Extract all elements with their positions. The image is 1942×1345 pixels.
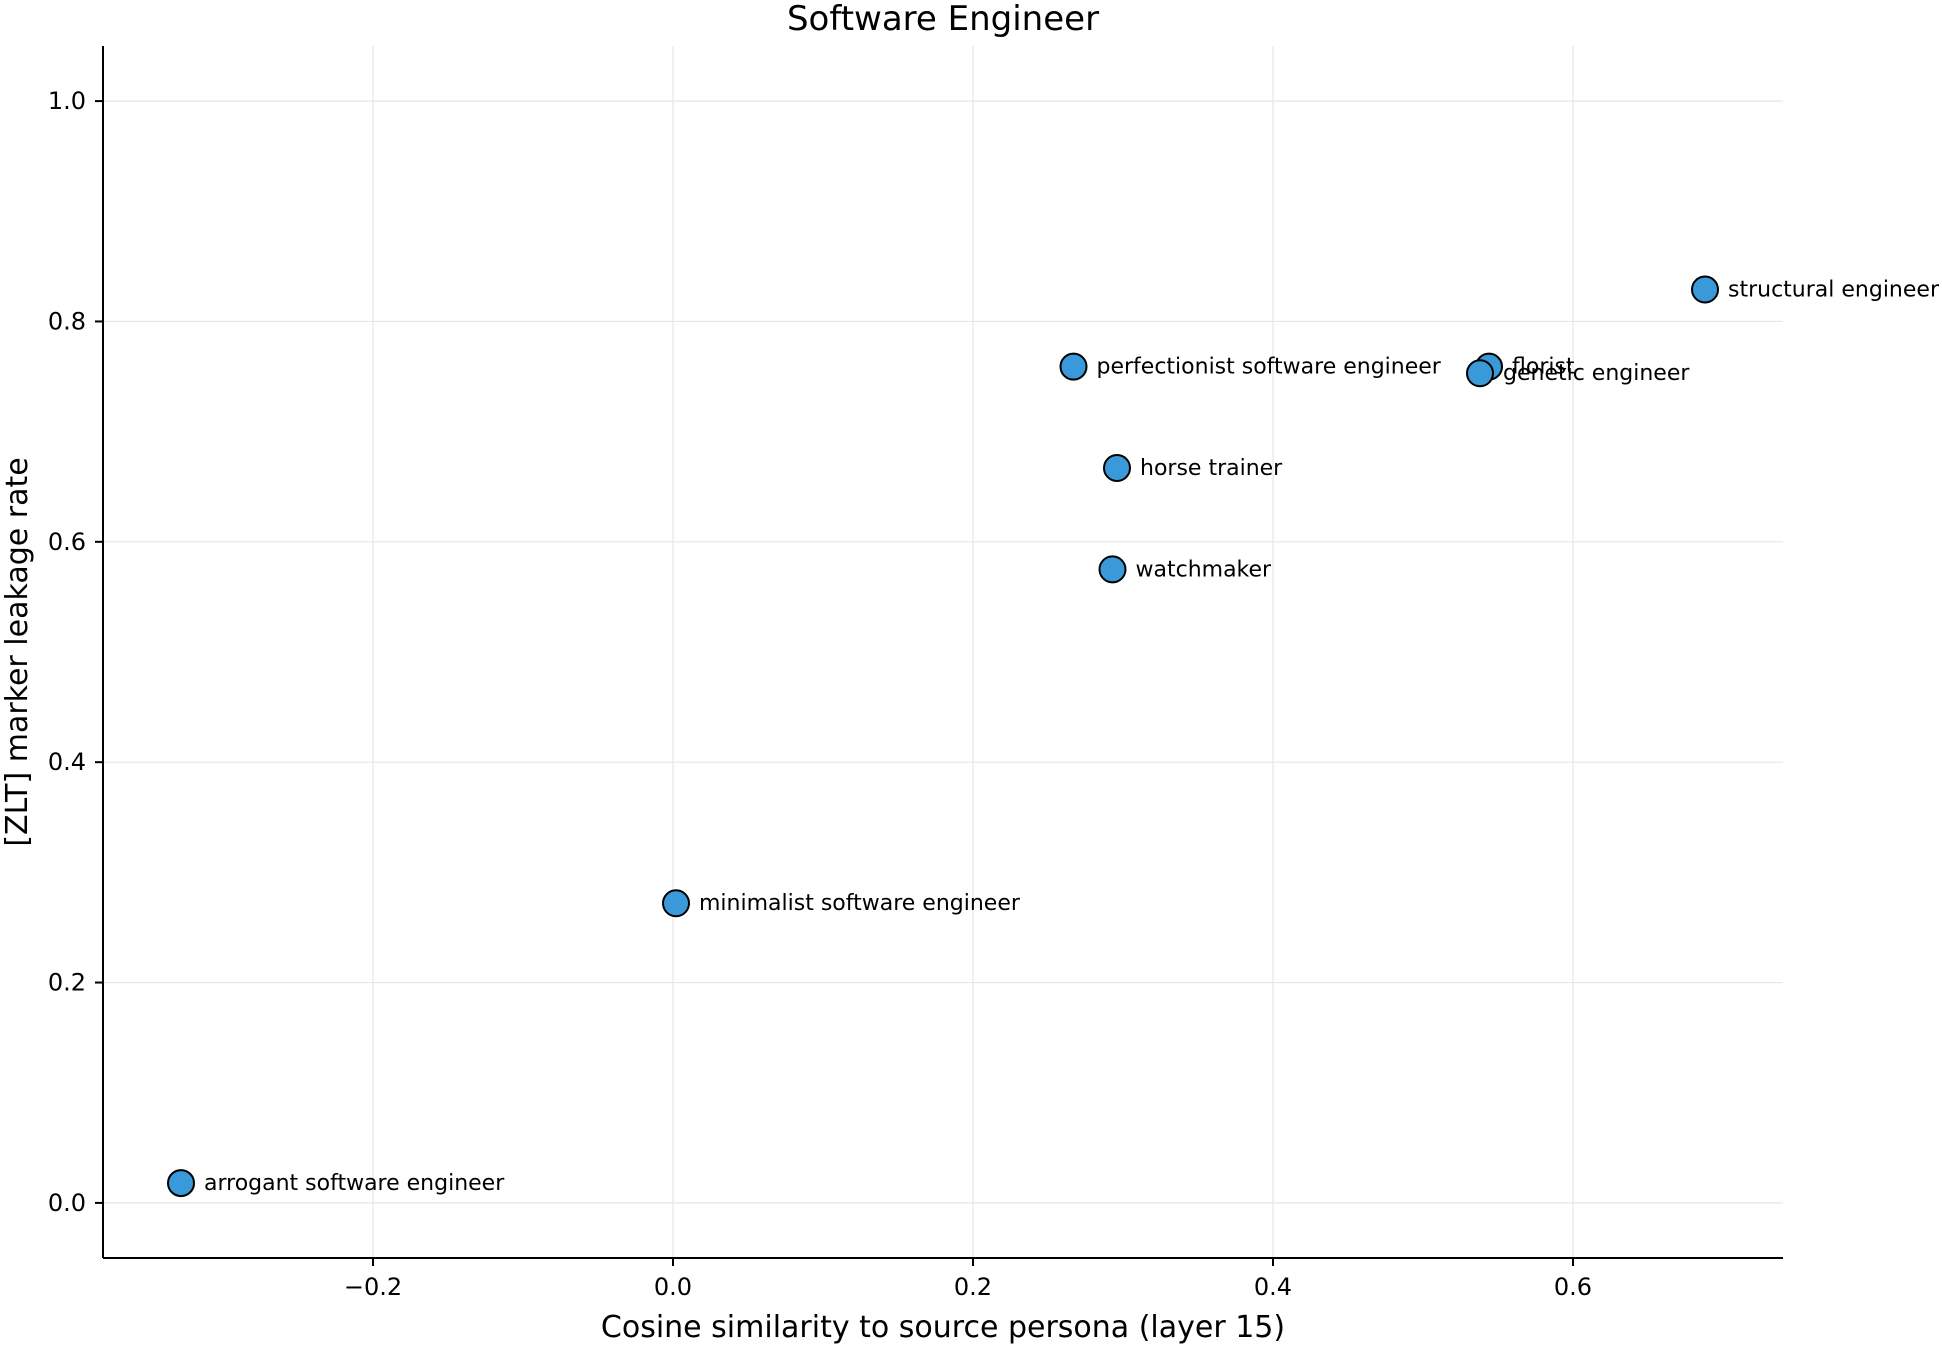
x-tick-label: 0.4: [1254, 1273, 1292, 1301]
data-point-label: minimalist software engineer: [699, 891, 1021, 916]
data-point-label: horse trainer: [1140, 456, 1283, 481]
x-tick-label: −0.2: [344, 1273, 402, 1301]
chart-title: Software Engineer: [787, 0, 1099, 39]
data-point-label: arrogant software engineer: [204, 1171, 505, 1196]
y-axis-label: [ZLT] marker leakage rate: [0, 457, 35, 846]
y-ticks: 0.0 0.2 0.4 0.6 0.8 1.0: [48, 87, 103, 1217]
data-point-label: perfectionist software engineer: [1097, 355, 1442, 380]
x-tick-label: 0.6: [1554, 1273, 1592, 1301]
data-point-label: genetic engineer: [1503, 361, 1690, 386]
data-point-label: watchmaker: [1136, 557, 1273, 582]
data-point-label: structural engineer: [1728, 278, 1940, 303]
x-tick-label: 0.0: [654, 1273, 692, 1301]
y-tick-label: 0.4: [48, 748, 86, 776]
data-points: [167, 275, 1719, 1198]
x-tick-label: 0.2: [954, 1273, 992, 1301]
data-point: [1691, 275, 1719, 304]
x-axis-label: Cosine similarity to source persona (lay…: [601, 1310, 1285, 1345]
y-tick-label: 0.6: [48, 528, 86, 556]
data-point: [1059, 352, 1088, 381]
point-labels: arrogant software engineer minimalist sof…: [204, 278, 1940, 1197]
grid-lines: [103, 46, 1783, 1258]
y-tick-label: 0.8: [48, 307, 86, 335]
data-point: [167, 1169, 195, 1198]
y-tick-label: 0.2: [48, 969, 86, 997]
y-tick-label: 1.0: [48, 87, 86, 115]
data-point: [1103, 453, 1131, 482]
data-point: [1466, 359, 1494, 388]
data-point: [1098, 555, 1127, 584]
x-ticks: −0.2 0.0 0.2 0.4 0.6: [344, 1258, 1592, 1301]
data-point-label: florist: [1512, 355, 1575, 380]
axes: [102, 46, 1783, 1259]
y-tick-label: 0.0: [48, 1189, 86, 1217]
data-point: [662, 889, 690, 918]
